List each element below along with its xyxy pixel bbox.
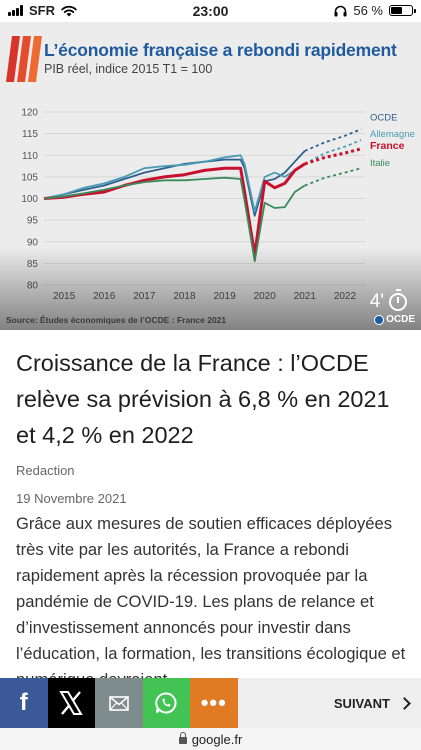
chart-grid bbox=[44, 111, 365, 286]
lock-icon bbox=[178, 732, 187, 744]
gdp-chart: 80 85 90 95 100 105 110 115 120 2015 2016 2017 2018… bbox=[6, 36, 415, 302]
facebook-icon: f bbox=[19, 689, 28, 716]
x-tick-label: 2017 bbox=[133, 291, 156, 302]
series-label-france: France bbox=[370, 140, 405, 152]
x-axis-ticks: 2015 2016 2017 2018 2019 2020 2021 2022 bbox=[53, 291, 357, 302]
y-tick-label: 85 bbox=[27, 259, 39, 270]
battery-percent: 56 % bbox=[353, 3, 383, 18]
carrier-label: SFR bbox=[29, 3, 55, 18]
headphones-icon bbox=[334, 5, 347, 16]
series-label-italie: Italie bbox=[370, 158, 390, 169]
y-tick-label: 115 bbox=[22, 129, 38, 140]
status-right: 56 % bbox=[334, 3, 416, 18]
clock-icon bbox=[389, 289, 407, 311]
y-tick-label: 110 bbox=[22, 151, 38, 162]
url-domain: google.fr bbox=[191, 731, 243, 747]
y-tick-label: 80 bbox=[27, 281, 39, 292]
y-tick-label: 90 bbox=[27, 237, 39, 248]
oecd-logo: OCDE bbox=[374, 314, 415, 325]
status-bar: SFR 23:00 56 % bbox=[0, 0, 421, 22]
x-share-button[interactable] bbox=[47, 678, 95, 728]
more-icon: ••• bbox=[200, 690, 227, 715]
next-article-label: SUIVANT bbox=[333, 695, 390, 711]
article-headline: Croissance de la France : l’OCDE relève … bbox=[16, 350, 390, 448]
article-date: 19 Novembre 2021 bbox=[16, 491, 127, 506]
chart-title: L’économie française a rebondi rapidemen… bbox=[44, 40, 397, 60]
wifi-icon bbox=[61, 5, 77, 16]
battery-icon bbox=[389, 5, 416, 16]
next-article-button[interactable]: SUIVANT bbox=[238, 678, 421, 728]
chart-subtitle: PIB réel, indice 2015 T1 = 100 bbox=[44, 62, 213, 76]
series-forecast-ocde bbox=[304, 128, 362, 152]
series-forecast-france bbox=[304, 147, 362, 166]
x-tick-label: 2019 bbox=[213, 291, 236, 302]
facebook-share-button[interactable]: f bbox=[0, 678, 48, 728]
whatsapp-share-button[interactable] bbox=[142, 678, 190, 728]
oecd-stripe-3 bbox=[28, 36, 42, 82]
oecd-stripe-2 bbox=[17, 36, 31, 82]
x-tick-label: 2021 bbox=[294, 291, 317, 302]
x-tick-label: 2020 bbox=[254, 291, 277, 302]
series-label-ocde: OCDE bbox=[370, 113, 397, 124]
more-share-button[interactable]: ••• bbox=[190, 678, 238, 728]
hero-image[interactable]: 80 85 90 95 100 105 110 115 120 2015 2016 2017 2018… bbox=[0, 22, 421, 330]
y-tick-label: 105 bbox=[21, 172, 38, 183]
article-body: Grâce aux mesures de soutien efficaces d… bbox=[16, 514, 406, 689]
x-tick-label: 2016 bbox=[93, 291, 116, 302]
x-tick-label: 2018 bbox=[173, 291, 196, 302]
read-time-label: 4' bbox=[369, 291, 384, 312]
y-tick-label: 120 bbox=[21, 108, 38, 119]
chart-series bbox=[43, 128, 362, 263]
whatsapp-icon bbox=[155, 692, 177, 714]
chart-source: Source: Études économiques de l’OCDE : F… bbox=[6, 315, 227, 325]
series-forecast-italie bbox=[304, 167, 362, 187]
y-tick-label: 100 bbox=[21, 194, 38, 205]
status-left: SFR bbox=[8, 3, 77, 18]
article: Croissance de la France : l’OCDE relève … bbox=[16, 345, 408, 453]
series-line-italie bbox=[43, 176, 306, 263]
oecd-stripes-logo bbox=[6, 36, 42, 82]
oecd-logo-text: OCDE bbox=[386, 314, 415, 325]
article-author[interactable]: Redaction bbox=[16, 463, 75, 478]
share-bar: f ••• SUIVANT bbox=[0, 678, 421, 728]
x-icon bbox=[59, 691, 84, 715]
series-line-france bbox=[43, 162, 306, 257]
series-label-allemagne: Allemagne bbox=[370, 129, 415, 140]
series-line-allemagne bbox=[43, 154, 306, 213]
x-tick-label: 2015 bbox=[53, 291, 76, 302]
url-bar[interactable]: google.fr bbox=[0, 728, 421, 750]
read-time: 4' bbox=[369, 289, 407, 313]
mail-icon bbox=[108, 695, 129, 711]
y-tick-label: 95 bbox=[27, 216, 39, 227]
y-axis-ticks: 80 85 90 95 100 105 110 115 120 bbox=[21, 108, 38, 292]
chevron-right-icon bbox=[398, 696, 411, 710]
globe-icon bbox=[374, 314, 385, 325]
series-line-ocde bbox=[43, 150, 306, 217]
battery-fill bbox=[391, 7, 403, 14]
email-share-button[interactable] bbox=[95, 678, 143, 728]
x-tick-label: 2022 bbox=[334, 291, 357, 302]
status-time: 23:00 bbox=[192, 3, 229, 19]
oecd-stripe-1 bbox=[6, 36, 20, 82]
cellular-signal-icon bbox=[8, 5, 23, 16]
